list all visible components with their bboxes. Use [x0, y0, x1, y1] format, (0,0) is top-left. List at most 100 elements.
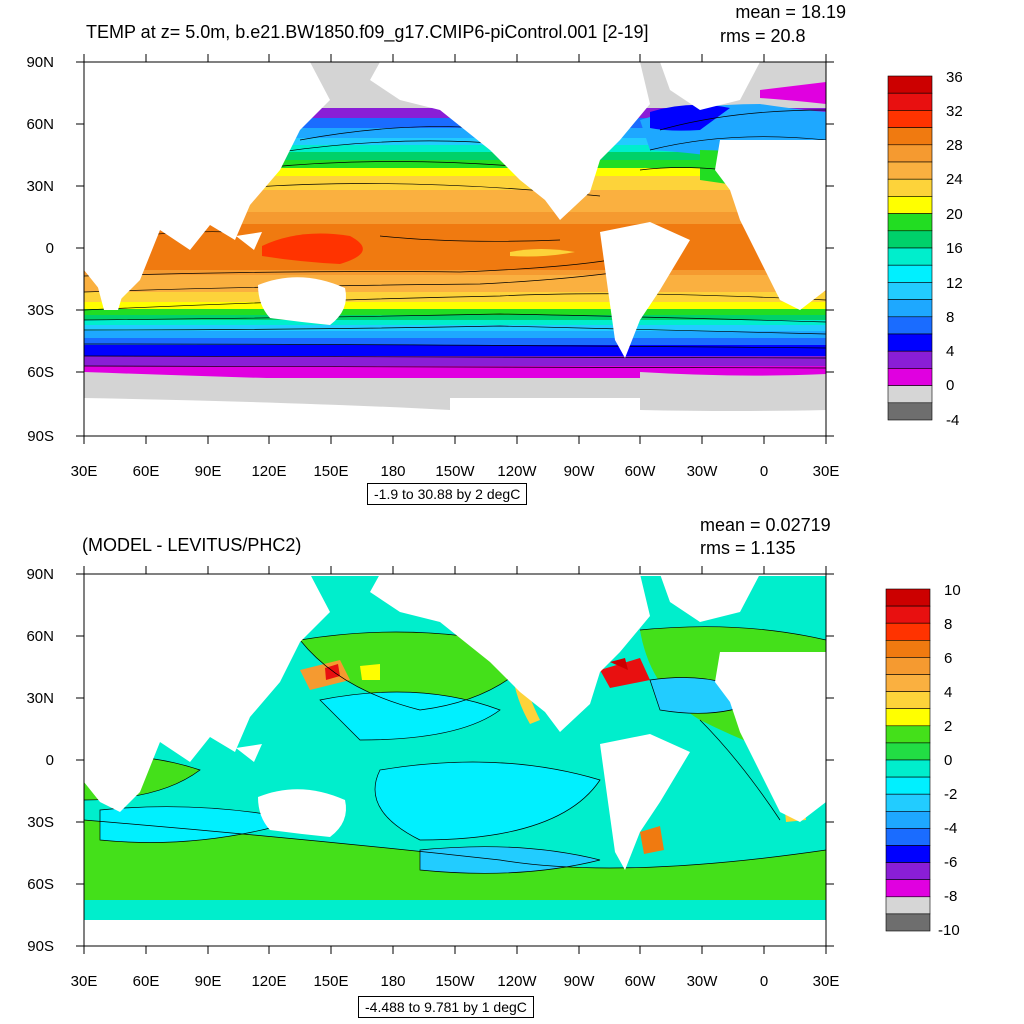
lon-label: 90W	[564, 973, 596, 990]
colorbar-label: 6	[944, 650, 952, 667]
colorbar-swatch	[885, 896, 931, 915]
panel-2-colorbar-labels: 10 8 6 4 2 0 -2 -4 -6 -8 -10	[938, 582, 961, 939]
lat-label: 90S	[27, 938, 54, 955]
colorbar-swatch	[887, 402, 933, 421]
panel-1-colorbar-labels: 36 32 28 24 20 16 12 8 4 0 -4	[946, 69, 963, 429]
lat-label: 30S	[27, 302, 54, 319]
lon-label: 60W	[625, 463, 657, 480]
colorbar-swatch	[885, 776, 931, 795]
colorbar-swatch	[887, 196, 933, 214]
colorbar-label: 0	[946, 377, 954, 394]
colorbar-swatch	[887, 333, 933, 352]
colorbar-swatch	[887, 213, 933, 232]
lon-label: 150E	[313, 463, 348, 480]
lon-label: 30E	[71, 463, 98, 480]
panel-1-lat-labels: 90N 60N 30N 0 30S 60S 90S	[26, 54, 54, 445]
colorbar-label: 4	[944, 684, 952, 701]
lat-label: 90S	[27, 428, 54, 445]
lat-label: 30S	[27, 814, 54, 831]
panel-2-land	[84, 574, 826, 870]
colorbar-label: 4	[946, 343, 954, 360]
colorbar-label: 8	[944, 616, 952, 633]
colorbar-swatch	[885, 588, 931, 607]
colorbar-label: 24	[946, 171, 963, 188]
colorbar-swatch	[885, 879, 931, 898]
colorbar-swatch	[887, 110, 933, 128]
colorbar-swatch	[885, 742, 931, 761]
colorbar-swatch	[885, 674, 931, 692]
colorbar-swatch	[885, 845, 931, 863]
panel-1-land	[84, 62, 826, 411]
lon-label: 180	[380, 463, 405, 480]
panel-2-lon-labels: 30E 60E 90E 120E 150E 180 150W 120W 90W …	[71, 973, 840, 990]
colorbar-label: 8	[946, 309, 954, 326]
panel-2-range-box: -4.488 to 9.781 by 1 degC	[358, 996, 534, 1018]
panel-1-ticks	[76, 54, 834, 444]
panel-1-lon-labels: 30E 60E 90E 120E 150E 180 150W 120W 90W …	[71, 463, 840, 480]
colorbar-label: 20	[946, 206, 963, 223]
lat-label: 60N	[26, 116, 54, 133]
panel-1-map: 90N 60N 30N 0 30S 60S 90S 30E 60E 90E 12…	[26, 54, 963, 480]
lat-label: 30N	[26, 178, 54, 195]
lon-label: 150W	[435, 463, 475, 480]
colorbar-swatch	[887, 247, 933, 266]
lon-label: 30E	[813, 973, 840, 990]
colorbar-label: -10	[938, 922, 960, 939]
colorbar-swatch	[887, 75, 933, 94]
lon-label: 60E	[133, 463, 160, 480]
panel-2-map: 90N 60N 30N 0 30S 60S 90S 30E 60E 90E 12…	[26, 566, 961, 990]
lon-label: 60W	[625, 973, 657, 990]
lon-label: 30W	[687, 463, 719, 480]
colorbar-label: -4	[944, 820, 957, 837]
colorbar-swatch	[885, 828, 931, 846]
colorbar-label: 32	[946, 103, 963, 120]
colorbar-label: -6	[944, 854, 957, 871]
colorbar-swatch	[885, 862, 931, 881]
colorbar-swatch	[887, 144, 933, 163]
lon-label: 150W	[435, 973, 475, 990]
colorbar-swatch	[887, 299, 933, 318]
panel-2-mean: mean = 0.02719	[700, 515, 831, 535]
lat-label: 60N	[26, 628, 54, 645]
lon-label: 30E	[813, 463, 840, 480]
lat-label: 90N	[26, 566, 54, 583]
lon-label: 120W	[497, 463, 537, 480]
colorbar-label: 10	[944, 582, 961, 599]
colorbar-swatch	[887, 368, 933, 386]
lon-label: 0	[760, 973, 768, 990]
panel-2-rms: rms = 1.135	[700, 538, 796, 558]
panel-2-title: (MODEL - LEVITUS/PHC2)	[82, 535, 302, 555]
colorbar-swatch	[887, 92, 933, 111]
colorbar-swatch	[887, 127, 933, 146]
colorbar-label: 16	[946, 240, 963, 257]
lat-label: 0	[46, 240, 54, 257]
colorbar-label: -4	[946, 412, 959, 429]
colorbar-label: 0	[944, 752, 952, 769]
colorbar-swatch	[887, 350, 933, 369]
colorbar-swatch	[885, 913, 931, 932]
lon-label: 120E	[251, 463, 286, 480]
lat-label: 90N	[26, 54, 54, 71]
lon-label: 60E	[133, 973, 160, 990]
lon-label: 90E	[195, 973, 222, 990]
panel-1-mean: mean = 18.19	[735, 2, 846, 22]
panel-1-range-box: -1.9 to 30.88 by 2 degC	[367, 483, 528, 505]
colorbar-label: 2	[944, 718, 952, 735]
colorbar-label: 28	[946, 137, 963, 154]
colorbar-label: 36	[946, 69, 963, 86]
panel-1-title: TEMP at z= 5.0m, b.e21.BW1850.f09_g17.CM…	[86, 22, 649, 42]
lat-label: 30N	[26, 690, 54, 707]
panel-2-ticks	[76, 566, 834, 954]
colorbar-swatch	[885, 725, 931, 744]
colorbar-swatch	[885, 605, 931, 624]
colorbar-swatch	[887, 230, 933, 249]
colorbar-swatch	[887, 316, 933, 335]
panel-2-lat-labels: 90N 60N 30N 0 30S 60S 90S	[26, 566, 54, 955]
colorbar-label: -8	[944, 888, 957, 905]
lon-label: 0	[760, 463, 768, 480]
lon-label: 30E	[71, 973, 98, 990]
lat-label: 0	[46, 752, 54, 769]
lon-label: 180	[380, 973, 405, 990]
panel-1-colorbar	[887, 75, 933, 421]
colorbar-label: -2	[944, 786, 957, 803]
